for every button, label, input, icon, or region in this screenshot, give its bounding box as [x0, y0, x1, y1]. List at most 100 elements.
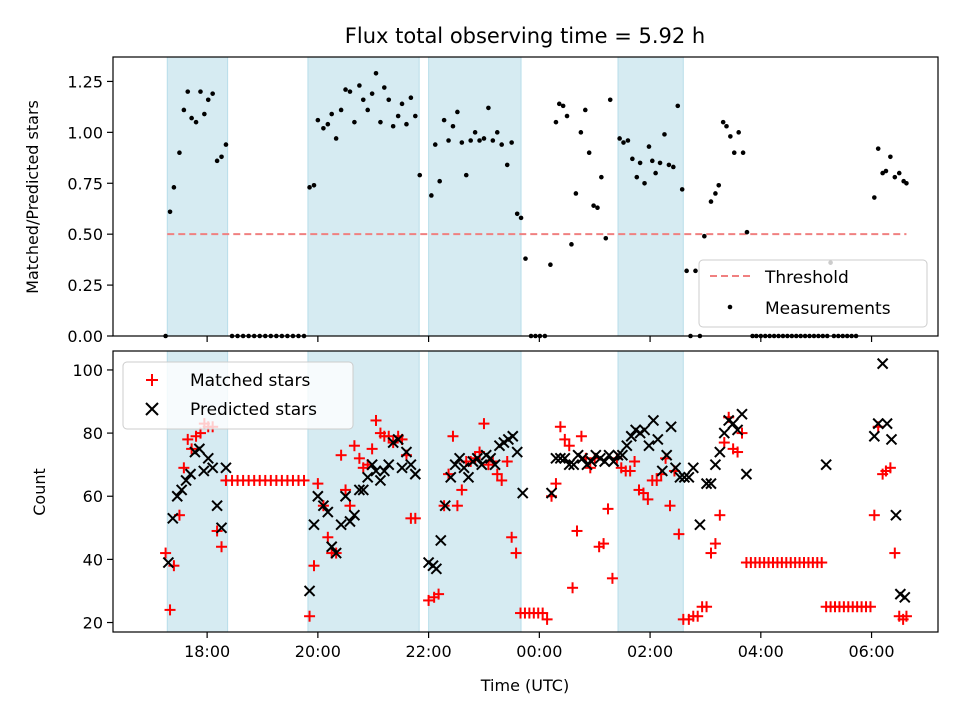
matched-star-point — [642, 493, 654, 505]
predicted-star-point — [576, 452, 589, 465]
measurements-legend-swatch — [727, 304, 733, 310]
measurement-point — [481, 136, 487, 141]
observation-band — [428, 350, 522, 633]
predicted-star-point — [625, 430, 637, 442]
predicted-star-point — [476, 458, 488, 471]
y-tick-label: 0.75 — [67, 174, 103, 193]
predicted-star-point — [652, 433, 664, 446]
predicted-star-point — [511, 446, 523, 458]
measurement-point — [214, 158, 220, 164]
measurement-point — [202, 111, 207, 117]
measurement-point — [625, 138, 631, 143]
measurement-point — [736, 130, 741, 135]
measurement-point — [315, 117, 321, 123]
predicted-star-point — [876, 357, 889, 370]
measurement-point — [603, 235, 609, 241]
predicted-star-point — [330, 547, 342, 559]
matched-star-point — [308, 560, 320, 572]
observation-band — [617, 56, 684, 337]
measurement-point — [675, 103, 681, 109]
x-axis-label: Time (UTC) — [480, 676, 569, 695]
measurement-point — [189, 115, 194, 121]
measurement-point — [578, 130, 584, 135]
measurement-point — [369, 91, 375, 96]
measurement-point — [892, 174, 898, 180]
measurement-point — [357, 83, 362, 88]
matched-star-point — [606, 572, 618, 584]
matched-star-point — [322, 531, 334, 543]
predicted-star-point — [550, 452, 562, 465]
predicted-star-point — [162, 556, 175, 569]
measurement-point — [333, 136, 339, 141]
matched-star-point — [637, 487, 649, 499]
measurement-point — [634, 174, 640, 180]
measurement-point — [198, 89, 203, 94]
predicted-star-point — [727, 417, 739, 430]
predicted-star-point — [700, 477, 713, 490]
predicted-star-point — [435, 534, 447, 547]
measurement-point — [185, 89, 191, 94]
matched-star-point — [496, 474, 508, 486]
measurement-point — [307, 185, 312, 190]
matched-star-point — [506, 531, 518, 543]
measurement-point — [205, 97, 211, 103]
measurement-point — [378, 119, 383, 125]
measurement-point — [325, 121, 331, 127]
matched-star-point — [451, 500, 463, 512]
measurement-point — [181, 107, 187, 113]
predicted-star-point — [175, 484, 188, 496]
measurement-point — [599, 174, 604, 180]
predicted-star-point — [507, 430, 519, 442]
y-tick-label: 1.25 — [67, 72, 103, 91]
measurement-point — [437, 178, 442, 184]
matched-star-point — [409, 512, 421, 524]
predicted-star-point — [740, 468, 753, 480]
predicted-star-point — [872, 417, 884, 430]
measurement-point — [329, 111, 335, 117]
matched-star-point — [701, 601, 713, 613]
predicted-star-point — [683, 471, 695, 483]
matched-legend-swatch — [146, 374, 158, 386]
matched-star-point — [370, 414, 382, 426]
y-tick-label: 60 — [83, 487, 103, 506]
measurement-point — [548, 262, 553, 268]
measurement-point — [560, 103, 566, 109]
measurement-point — [395, 113, 401, 119]
matched-star-point — [433, 588, 445, 600]
predicted-star-point — [705, 477, 717, 490]
predicted-star-point — [517, 487, 529, 499]
x-tick-label: 02:00 — [627, 642, 673, 661]
predicted-star-point — [335, 518, 347, 531]
predicted-star-point — [868, 430, 881, 442]
measurement-point — [338, 107, 344, 113]
matched-star-point — [298, 474, 310, 486]
predicted-star-point — [449, 458, 461, 471]
predicted-star-point — [603, 449, 615, 461]
predicted-star-point — [890, 509, 902, 521]
predicted-star-point — [885, 433, 898, 446]
predicted-legend-swatch — [145, 402, 159, 416]
measurement-point — [591, 203, 596, 208]
predicted-star-point — [709, 458, 722, 471]
measurement-point — [477, 138, 482, 143]
matched-star-point — [571, 525, 583, 537]
matched-star-point — [900, 610, 912, 622]
matched-star-point — [353, 452, 365, 464]
measurement-point — [347, 89, 353, 94]
measurement-point — [399, 101, 405, 107]
matched-star-point — [423, 594, 435, 606]
matched-star-point — [714, 509, 726, 521]
matched-star-point — [178, 462, 190, 474]
predicted-star-point — [678, 471, 691, 483]
measurement-point — [518, 215, 524, 221]
measurement-point — [731, 150, 737, 156]
predicted-star-point — [308, 518, 320, 531]
matched-star-point — [705, 547, 717, 559]
predicted-star-point — [563, 458, 575, 471]
measurement-point — [713, 191, 718, 196]
measurement-point — [446, 138, 451, 143]
y-tick-label: 1.00 — [67, 123, 103, 142]
matched-star-point — [491, 468, 503, 480]
measurement-point — [360, 97, 366, 103]
predicted-star-point — [567, 458, 580, 471]
